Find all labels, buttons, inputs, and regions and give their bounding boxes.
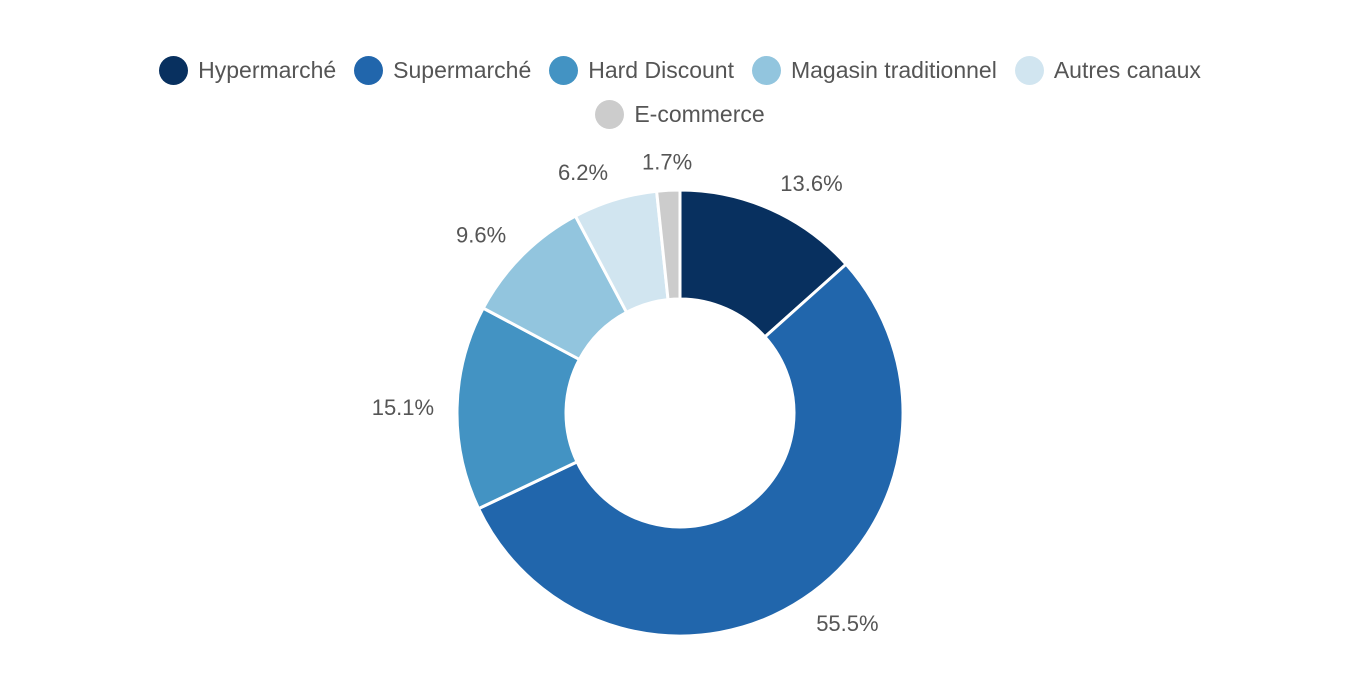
legend-label: Supermarché [393, 57, 532, 83]
slice-label-5: 1.7% [642, 149, 692, 174]
legend-label: Magasin traditionnel [790, 57, 997, 83]
legend-item-supermarche[interactable]: Supermarché [354, 56, 531, 85]
legend-swatch [751, 56, 781, 85]
legend-swatch [159, 56, 189, 85]
legend-swatch [595, 100, 625, 129]
legend-item-hypermarche[interactable]: Hypermarché [159, 56, 336, 85]
slice-label-0: 13.6% [780, 171, 842, 196]
legend-label: Autres canaux [1053, 57, 1201, 83]
legend-label: E-commerce [634, 101, 765, 127]
legend-item-magasin-traditionnel[interactable]: Magasin traditionnel [751, 56, 997, 85]
legend-swatch [354, 56, 384, 85]
legend-item-autres-canaux[interactable]: Autres canaux [1014, 56, 1201, 85]
legend-swatch [549, 56, 579, 85]
slice-label-1: 55.5% [816, 611, 878, 636]
legend: Hypermarché Supermarché Hard Discount Ma… [0, 56, 1360, 85]
donut-slices [455, 188, 905, 638]
slice-label-3: 9.6% [456, 223, 506, 248]
slice-labels: 13.6% 55.5% 15.1% 9.6% 6.2% 1.7% [372, 149, 879, 636]
donut-slice-5[interactable] [655, 188, 682, 302]
donut-slice-1[interactable] [477, 262, 905, 638]
legend-item-hard-discount[interactable]: Hard Discount [549, 56, 734, 85]
donut-slice-2[interactable] [455, 306, 581, 511]
legend-swatch [1014, 56, 1044, 85]
legend-second-row: E-commerce [0, 100, 1360, 129]
slice-label-4: 6.2% [558, 160, 608, 185]
legend-label: Hypermarché [198, 57, 337, 83]
legend-label: Hard Discount [588, 57, 734, 83]
legend-item-e-commerce[interactable]: E-commerce [595, 100, 765, 129]
slice-label-2: 15.1% [372, 395, 434, 420]
